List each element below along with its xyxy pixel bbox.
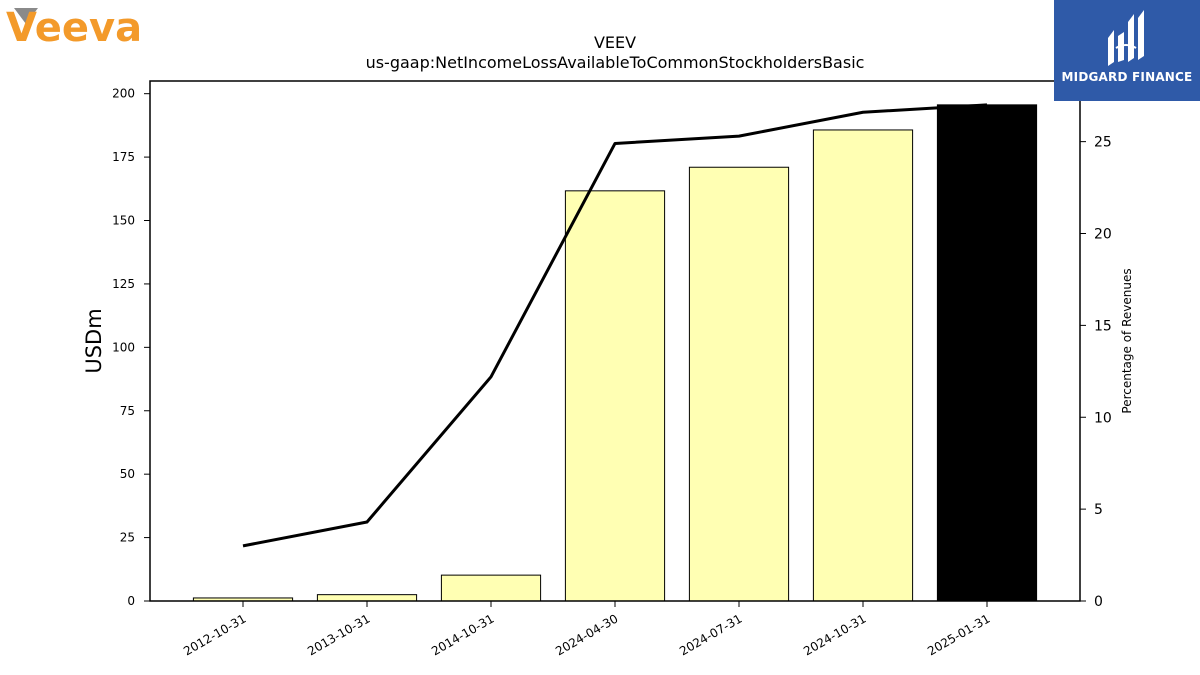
- x-tick-label: 2024-10-31: [801, 611, 868, 658]
- veeva-logo-chevron-icon: [14, 8, 38, 24]
- x-ticks-group: 2012-10-31 2013-10-31 2014-10-31 2024-04-30…: [181, 601, 993, 658]
- percentage-line-group: [242, 103, 988, 548]
- bar-2014-10-31: [440, 574, 542, 602]
- bar-2024-10-31: [812, 129, 914, 602]
- chart-title: VEEV: [593, 33, 637, 52]
- midgard-logo-mark-icon: [1108, 10, 1144, 66]
- x-tick-label: 2013-10-31: [305, 611, 372, 658]
- chart-subtitle: us-gaap:NetIncomeLossAvailableToCommonSt…: [365, 53, 865, 72]
- y2-tick-label: 10: [1094, 410, 1112, 426]
- y2-tick-label: 20: [1094, 227, 1112, 243]
- x-tick-label: 2014-10-31: [429, 611, 496, 658]
- veeva-logo-text: Veeva: [6, 5, 142, 46]
- y-tick-label: 75: [120, 404, 135, 418]
- bar-2024-04-30: [564, 190, 666, 602]
- y-tick-label: 200: [112, 87, 135, 101]
- y2-tick-label: 15: [1094, 318, 1112, 334]
- veeva-logo: Veeva: [4, 2, 174, 51]
- bars-group: [192, 104, 1038, 602]
- x-tick-label: 2012-10-31: [181, 611, 248, 658]
- y-tick-label: 100: [112, 340, 135, 354]
- midgard-finance-logo: MIDGARD FINANCE: [1054, 0, 1200, 101]
- y-tick-label: 50: [120, 467, 135, 481]
- right-ticks-group: 0 5 10 15 20 25: [1080, 135, 1112, 610]
- y2-tick-label: 0: [1094, 594, 1103, 610]
- y2-axis-label: Percentage of Revenues: [1120, 268, 1134, 413]
- y-axis-label: USDm: [82, 308, 106, 373]
- x-tick-label: 2025-01-31: [925, 611, 992, 658]
- bar-2013-10-31: [316, 594, 418, 602]
- y2-tick-label: 25: [1094, 135, 1112, 151]
- bar-2025-01-31: [936, 104, 1038, 602]
- left-ticks-group: 0 25 50 75 100 125 150 175 200: [112, 87, 150, 608]
- x-tick-label: 2024-07-31: [677, 611, 744, 658]
- bar-2024-07-31: [688, 166, 790, 602]
- y-tick-label: 25: [120, 531, 135, 545]
- y2-tick-label: 5: [1094, 502, 1103, 518]
- y-tick-label: 125: [112, 277, 135, 291]
- x-tick-label: 2024-04-30: [553, 611, 620, 658]
- y-tick-label: 0: [127, 594, 135, 608]
- y-tick-label: 150: [112, 214, 135, 228]
- midgard-logo-text: MIDGARD FINANCE: [1061, 70, 1193, 84]
- y-tick-label: 175: [112, 150, 135, 164]
